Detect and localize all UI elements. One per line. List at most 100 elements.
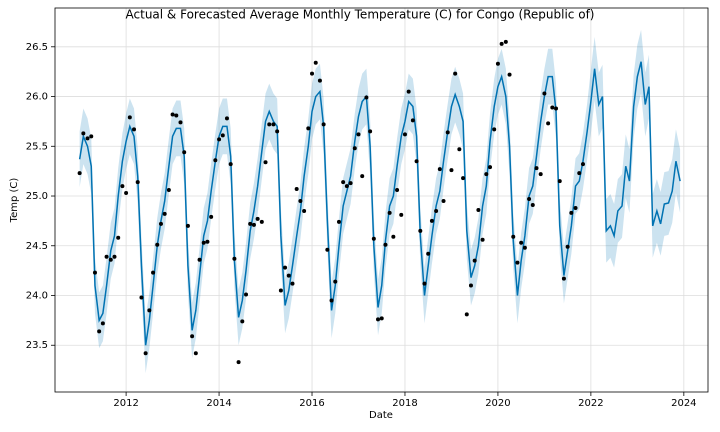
actual-point bbox=[495, 61, 500, 66]
actual-point bbox=[298, 198, 303, 203]
actual-point bbox=[441, 198, 446, 203]
actual-point bbox=[484, 172, 489, 177]
actual-point bbox=[139, 295, 144, 300]
x-tick-label: 2018 bbox=[392, 398, 417, 409]
actual-point bbox=[399, 212, 404, 217]
actual-point bbox=[201, 240, 206, 245]
actual-point bbox=[453, 71, 458, 76]
actual-point bbox=[190, 334, 195, 339]
actual-point bbox=[259, 219, 264, 224]
y-tick-label: 25.5 bbox=[26, 141, 48, 152]
actual-point bbox=[81, 131, 86, 136]
actual-point bbox=[185, 223, 190, 228]
actual-point bbox=[356, 132, 361, 137]
actual-point bbox=[248, 221, 253, 226]
x-axis-label: Date bbox=[369, 410, 393, 421]
actual-point bbox=[360, 174, 365, 179]
actual-point bbox=[236, 360, 241, 365]
actual-point bbox=[515, 260, 520, 265]
actual-point bbox=[511, 234, 516, 239]
actual-point bbox=[336, 219, 341, 224]
actual-point bbox=[503, 39, 508, 44]
actual-point bbox=[283, 265, 288, 270]
forecast-line bbox=[78, 61, 681, 346]
actual-point bbox=[445, 130, 450, 135]
plot-frame bbox=[54, 7, 709, 393]
actual-point bbox=[395, 188, 400, 193]
actual-point bbox=[267, 122, 272, 127]
actual-point bbox=[550, 105, 555, 110]
actual-point bbox=[577, 171, 582, 176]
actual-point bbox=[364, 95, 369, 100]
actual-point bbox=[100, 321, 105, 326]
uncertainty-band bbox=[79, 29, 681, 374]
actual-point bbox=[410, 118, 415, 123]
actual-point bbox=[104, 254, 109, 259]
actual-point bbox=[325, 247, 330, 252]
actual-point bbox=[213, 158, 218, 163]
y-tick-label: 23.5 bbox=[26, 340, 48, 351]
actual-point bbox=[151, 270, 156, 275]
actual-point bbox=[422, 281, 427, 286]
actual-point bbox=[178, 120, 183, 125]
actual-point bbox=[542, 91, 547, 96]
actual-point bbox=[476, 207, 481, 212]
actual-point bbox=[437, 167, 442, 172]
y-tick-label: 24.5 bbox=[26, 241, 48, 252]
actual-point bbox=[368, 129, 373, 134]
actual-point bbox=[333, 279, 338, 284]
actual-point bbox=[205, 239, 210, 244]
actual-point bbox=[507, 72, 512, 77]
actual-point bbox=[197, 257, 202, 262]
y-tick-label: 26.0 bbox=[26, 92, 48, 103]
x-tick-label: 2022 bbox=[578, 398, 603, 409]
actual-point bbox=[240, 319, 245, 324]
actual-point bbox=[488, 165, 493, 170]
actual-point bbox=[402, 132, 407, 137]
actual-point bbox=[538, 172, 543, 177]
actual-point bbox=[77, 171, 82, 176]
actual-point bbox=[290, 281, 295, 286]
actual-point bbox=[313, 60, 318, 65]
actual-point bbox=[519, 240, 524, 245]
actual-point bbox=[472, 258, 477, 263]
x-tick-label: 2012 bbox=[113, 398, 138, 409]
actual-point bbox=[182, 150, 187, 155]
actual-point bbox=[135, 180, 140, 185]
x-tick-label: 2016 bbox=[299, 398, 324, 409]
actual-point bbox=[569, 210, 574, 215]
actual-point bbox=[383, 242, 388, 247]
actual-point bbox=[530, 202, 535, 207]
actual-point bbox=[170, 112, 175, 117]
actual-point bbox=[143, 351, 148, 356]
actual-point bbox=[310, 71, 315, 76]
x-tick-label: 2020 bbox=[485, 398, 510, 409]
actual-point bbox=[464, 312, 469, 317]
actual-point bbox=[255, 216, 260, 221]
actual-point bbox=[209, 214, 214, 219]
actual-point bbox=[321, 122, 326, 127]
actual-point bbox=[348, 181, 353, 186]
chart-title: Actual & Forecasted Average Monthly Temp… bbox=[126, 8, 595, 22]
y-tick-label: 26.5 bbox=[26, 42, 48, 53]
actual-point bbox=[244, 292, 249, 297]
actual-point bbox=[85, 136, 90, 141]
actual-point bbox=[341, 180, 346, 185]
actual-point bbox=[426, 251, 431, 256]
actual-point bbox=[492, 127, 497, 132]
actual-point bbox=[429, 218, 434, 223]
actual-point bbox=[174, 113, 179, 118]
actual-point bbox=[286, 273, 291, 278]
y-axis-label: Temp (C) bbox=[9, 178, 20, 224]
actual-point bbox=[379, 316, 384, 321]
actual-point bbox=[108, 257, 113, 262]
actual-point bbox=[434, 208, 439, 213]
actual-point bbox=[217, 137, 222, 142]
actual-point bbox=[461, 176, 466, 181]
x-tick-label: 2014 bbox=[206, 398, 231, 409]
actual-point bbox=[376, 317, 381, 322]
actual-point bbox=[97, 329, 102, 334]
actual-point bbox=[457, 147, 462, 152]
actual-point bbox=[561, 276, 566, 281]
actual-point bbox=[278, 288, 283, 293]
